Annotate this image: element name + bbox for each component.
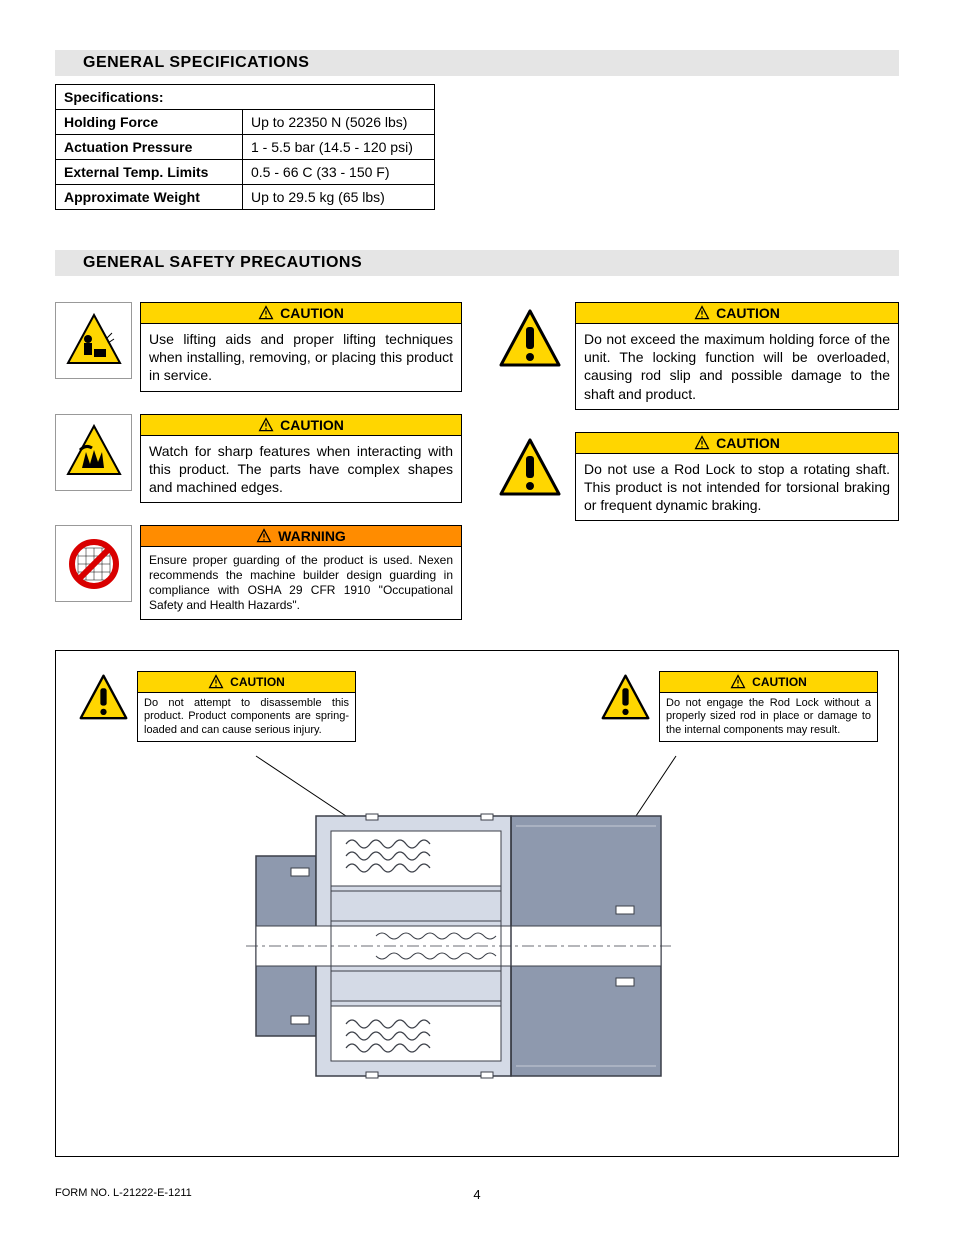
diagram-container: CAUTION Do not attempt to disassemble th… [55, 650, 899, 1157]
spec-label: Actuation Pressure [56, 135, 243, 160]
spec-label: External Temp. Limits [56, 160, 243, 185]
warning-header: WARNING [141, 526, 461, 547]
sharp-icon [55, 414, 132, 491]
caution-label: CAUTION [716, 435, 780, 451]
spec-value: Up to 29.5 kg (65 lbs) [243, 185, 435, 210]
safety-col-right: CAUTION Do not exceed the maximum holdin… [492, 302, 899, 620]
caution-label: CAUTION [716, 305, 780, 321]
caution-text: Watch for sharp features when interactin… [141, 436, 461, 503]
caution-text: Do not exceed the maximum holding force … [576, 324, 898, 409]
caution-label: CAUTION [280, 305, 344, 321]
page-footer: FORM NO. L-21222-E-1211 4 [55, 1187, 899, 1202]
exclaim-icon [492, 432, 567, 507]
warning-guarding: WARNING Ensure proper guarding of the pr… [55, 525, 462, 620]
caution-rotating: CAUTION Do not use a Rod Lock to stop a … [492, 432, 899, 522]
warning-label: WARNING [278, 528, 346, 544]
lifting-icon [55, 302, 132, 379]
no-entry-icon [55, 525, 132, 602]
safety-col-left: CAUTION Use lifting aids and proper lift… [55, 302, 462, 620]
caution-header: CAUTION [141, 303, 461, 324]
spec-label: Approximate Weight [56, 185, 243, 210]
caution-sharp: CAUTION Watch for sharp features when in… [55, 414, 462, 504]
warning-text: Ensure proper guarding of the product is… [141, 547, 461, 619]
caution-text: Use lifting aids and proper lifting tech… [141, 324, 461, 391]
spec-title: Specifications: [56, 85, 435, 110]
caution-header: CAUTION [141, 415, 461, 436]
exclaim-icon [492, 302, 567, 377]
form-number: FORM NO. L-21222-E-1211 [55, 1187, 336, 1202]
caution-label: CAUTION [280, 417, 344, 433]
section-header-specs: GENERAL SPECIFICATIONS [55, 50, 899, 76]
caution-header: CAUTION [576, 303, 898, 324]
spec-label: Holding Force [56, 110, 243, 135]
caution-lifting: CAUTION Use lifting aids and proper lift… [55, 302, 462, 392]
caution-header: CAUTION [576, 433, 898, 454]
spec-value: Up to 22350 N (5026 lbs) [243, 110, 435, 135]
section-header-safety: GENERAL SAFETY PRECAUTIONS [55, 250, 899, 276]
page-number: 4 [336, 1187, 617, 1202]
device-diagram [56, 661, 856, 1101]
safety-columns: CAUTION Use lifting aids and proper lift… [55, 302, 899, 620]
spec-value: 0.5 - 66 C (33 - 150 F) [243, 160, 435, 185]
specifications-table: Specifications: Holding Force Up to 2235… [55, 84, 435, 210]
caution-text: Do not use a Rod Lock to stop a rotating… [576, 454, 898, 521]
caution-holding-force: CAUTION Do not exceed the maximum holdin… [492, 302, 899, 410]
spec-value: 1 - 5.5 bar (14.5 - 120 psi) [243, 135, 435, 160]
